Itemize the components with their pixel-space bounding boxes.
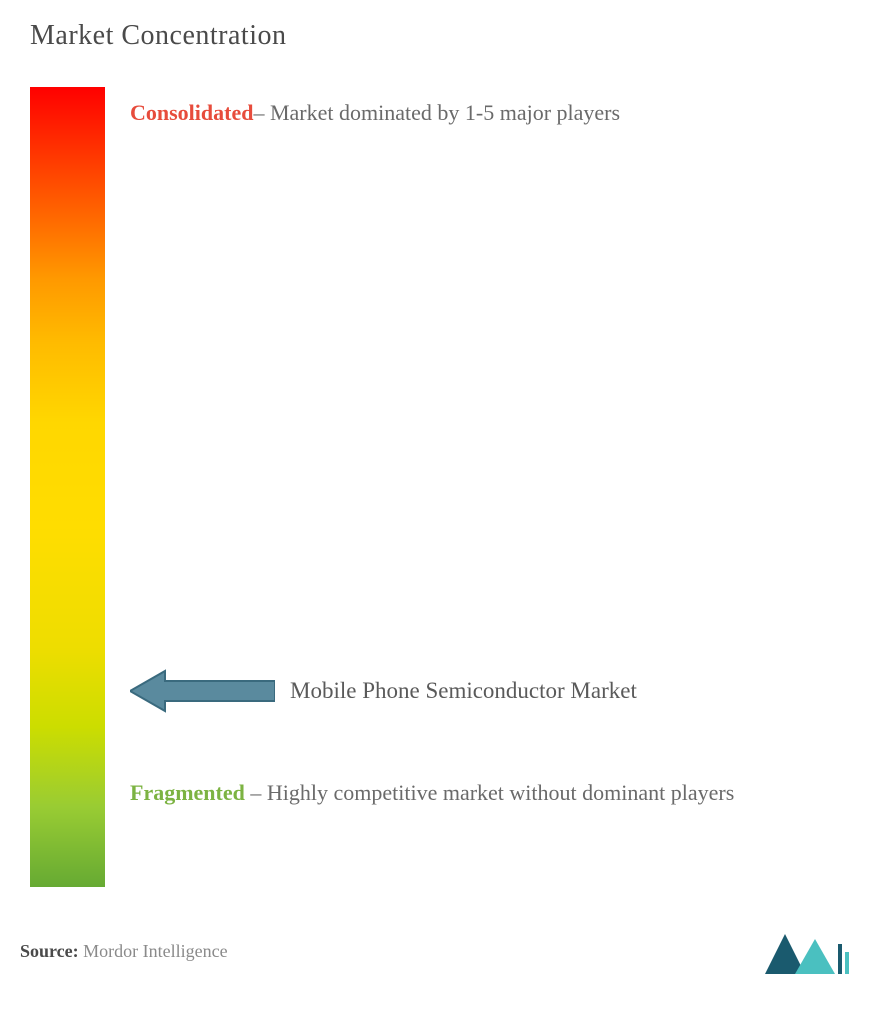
infographic-container: Market Concentration Consolidated– Marke… [0, 0, 885, 1009]
concentration-gradient-bar [30, 87, 105, 887]
market-name-label: Mobile Phone Semiconductor Market [290, 675, 637, 707]
fragmented-description: – Highly competitive market without domi… [245, 780, 734, 805]
consolidated-description: – Market dominated by 1-5 major players [253, 100, 620, 125]
mordor-logo-icon [760, 924, 855, 979]
consolidated-term: Consolidated [130, 100, 253, 125]
arrow-icon [130, 667, 275, 715]
consolidated-label: Consolidated– Market dominated by 1-5 ma… [130, 87, 845, 140]
source-value: Mordor Intelligence [79, 941, 228, 961]
page-title: Market Concentration [30, 20, 855, 52]
source-label: Source: [20, 941, 79, 961]
fragmented-term: Fragmented [130, 780, 245, 805]
footer: Source: Mordor Intelligence [20, 924, 855, 979]
source-attribution: Source: Mordor Intelligence [20, 941, 228, 962]
content-area: Consolidated– Market dominated by 1-5 ma… [30, 87, 855, 907]
fragmented-label: Fragmented – Highly competitive market w… [130, 767, 845, 820]
labels-area: Consolidated– Market dominated by 1-5 ma… [105, 87, 855, 907]
market-position-marker: Mobile Phone Semiconductor Market [130, 667, 845, 715]
